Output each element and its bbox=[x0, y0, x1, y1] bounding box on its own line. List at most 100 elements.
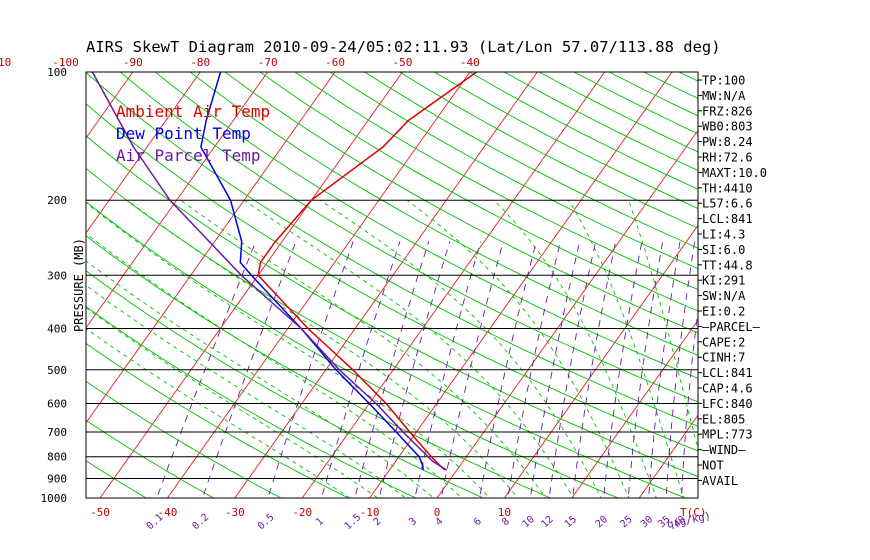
top-temp-tick-label: -70 bbox=[258, 56, 278, 69]
pressure-tick-label: 100 bbox=[47, 66, 67, 79]
dry-adiabat-line bbox=[120, 72, 698, 403]
temperature-unit-label: T(C) bbox=[680, 506, 707, 519]
index-value: CAPE:2 bbox=[702, 335, 745, 349]
top-temperature-labels: -120-110-100-90-80-70-60-50-40 bbox=[0, 56, 480, 69]
legend: Ambient Air Temp Dew Point Temp Air Parcel… bbox=[116, 102, 270, 165]
mixing-ratio-line bbox=[378, 241, 451, 498]
index-value: MW:N/A bbox=[702, 89, 746, 103]
mixing-ratio-line bbox=[267, 241, 354, 498]
moist-adiabat-line bbox=[493, 199, 657, 498]
mixing-ratio-label: 4 bbox=[434, 516, 446, 528]
mixing-ratio-line bbox=[354, 241, 430, 498]
dry-adiabat-line bbox=[819, 72, 870, 507]
isotherm-line bbox=[0, 63, 72, 508]
mixing-ratio-line bbox=[681, 307, 698, 498]
y-axis-label: PRESSURE (MB) bbox=[72, 238, 86, 332]
mixing-ratio-label: 6 bbox=[472, 516, 484, 528]
mixing-ratio-line bbox=[627, 241, 664, 498]
index-value: —WIND— bbox=[702, 443, 746, 457]
top-temp-tick-label: -50 bbox=[393, 56, 413, 69]
chart-title: AIRS SkewT Diagram 2010-09-24/05:02:11.9… bbox=[86, 38, 721, 56]
dry-adiabat-line bbox=[0, 72, 25, 507]
dry-adiabat-line bbox=[86, 460, 148, 498]
mixing-ratio-line bbox=[548, 241, 597, 498]
dry-adiabat-line bbox=[86, 380, 282, 498]
bottom-temp-tick-label: 0 bbox=[434, 506, 441, 519]
dry-adiabat-line bbox=[189, 72, 698, 356]
dry-adiabat-line bbox=[86, 72, 698, 427]
index-value: CAP:4.6 bbox=[702, 382, 753, 396]
dry-adiabat-line bbox=[86, 235, 552, 498]
pressure-tick-labels: 100 200 300 400 500 600 700 800 900 1000 bbox=[41, 66, 68, 505]
top-temp-tick-label: -80 bbox=[190, 56, 210, 69]
index-value: EI:0.2 bbox=[702, 305, 745, 319]
index-value: —PARCEL— bbox=[702, 320, 761, 334]
moist-adiabat-line bbox=[319, 199, 602, 498]
mixing-ratio-line bbox=[529, 241, 581, 498]
bottom-temp-tick-label: -30 bbox=[225, 506, 245, 519]
dry-adiabat-line bbox=[784, 72, 870, 507]
index-value: LFC:840 bbox=[702, 397, 753, 411]
dry-adiabat-line bbox=[86, 167, 687, 498]
bottom-temp-tick-label: -20 bbox=[292, 506, 312, 519]
series-line bbox=[91, 72, 448, 471]
dry-adiabat-line bbox=[86, 135, 698, 478]
top-temp-tick-label: -60 bbox=[325, 56, 345, 69]
legend-entry: Ambient Air Temp bbox=[116, 102, 270, 121]
moist-adiabat-line bbox=[86, 307, 379, 498]
index-value: TP:100 bbox=[702, 74, 745, 88]
index-value: SW:N/A bbox=[702, 289, 746, 303]
isotherm-line bbox=[503, 224, 698, 498]
index-value: PW:8.24 bbox=[702, 135, 753, 149]
index-value: CINH:7 bbox=[702, 351, 745, 365]
mixing-ratio-label: 12 bbox=[539, 514, 555, 530]
dry-adiabat-line bbox=[259, 72, 698, 312]
mixing-ratio-line bbox=[603, 241, 643, 498]
mixing-ratio-line bbox=[665, 241, 696, 498]
mixing-ratio-line bbox=[572, 241, 617, 498]
moist-adiabat-line bbox=[86, 233, 463, 498]
mixing-ratio-line bbox=[202, 241, 297, 498]
legend-entry: Air Parcel Temp bbox=[116, 146, 261, 165]
index-value: EL:805 bbox=[702, 412, 745, 426]
profile-lines bbox=[91, 72, 478, 471]
isotherm-line bbox=[166, 72, 471, 498]
pressure-tick-label: 800 bbox=[47, 451, 67, 464]
bottom-temp-tick-label: -10 bbox=[360, 506, 380, 519]
series-line bbox=[200, 72, 424, 471]
moist-adiabat-line bbox=[627, 200, 698, 451]
dry-adiabat-line bbox=[86, 270, 485, 498]
index-value: WB0:803 bbox=[702, 120, 753, 134]
mixing-ratio-label: 25 bbox=[618, 514, 634, 530]
index-value: LI:4.3 bbox=[702, 228, 745, 242]
moist-adiabat-line bbox=[127, 199, 519, 498]
top-temp-tick-label: -90 bbox=[123, 56, 143, 69]
index-value: AVAIL bbox=[702, 474, 738, 488]
mixing-ratio-label: 30 bbox=[639, 514, 655, 530]
index-value: RH:72.6 bbox=[702, 151, 753, 165]
series-line bbox=[257, 72, 478, 471]
isotherm-line bbox=[0, 63, 5, 508]
moist-adiabat-line bbox=[86, 202, 491, 498]
isotherm-line bbox=[86, 72, 201, 234]
plot-frame bbox=[85, 71, 699, 499]
dry-adiabat-line bbox=[399, 72, 698, 229]
index-value: LCL:841 bbox=[702, 366, 753, 380]
index-value: MPL:773 bbox=[702, 428, 753, 442]
index-value: L57:6.6 bbox=[702, 197, 753, 211]
moist-adiabat-line bbox=[86, 260, 435, 498]
moist-adiabat-line bbox=[243, 199, 575, 498]
mixing-ratio-label: 8 bbox=[500, 516, 512, 528]
isotherm-line bbox=[436, 129, 698, 498]
mixing-ratio-line bbox=[648, 241, 681, 498]
pressure-tick-label: 300 bbox=[47, 269, 67, 282]
pressure-tick-label: 900 bbox=[47, 473, 67, 486]
mixing-ratio-line bbox=[414, 241, 482, 498]
moist-adiabat-line bbox=[568, 199, 685, 498]
index-value: TT:44.8 bbox=[702, 258, 753, 272]
mixing-ratio-label: 2 bbox=[372, 516, 384, 528]
isotherm-line bbox=[234, 72, 538, 498]
legend-entry: Dew Point Temp bbox=[116, 124, 251, 143]
top-temp-tick-label: -110 bbox=[0, 56, 11, 69]
